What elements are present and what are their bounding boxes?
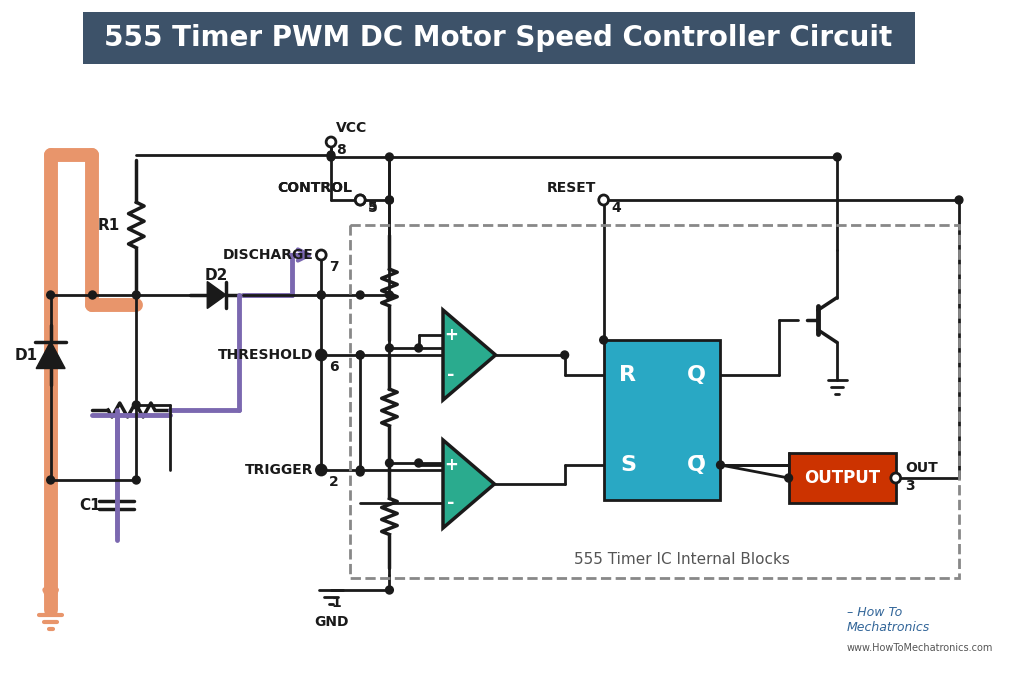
Circle shape [834, 153, 841, 161]
Polygon shape [443, 440, 495, 528]
Circle shape [955, 196, 963, 204]
Text: DISCHARGE: DISCHARGE [222, 248, 313, 262]
Text: – How To
Mechatronics: – How To Mechatronics [847, 606, 930, 634]
Text: TRIGGER: TRIGGER [245, 463, 313, 477]
Circle shape [356, 351, 365, 359]
Text: S: S [620, 455, 636, 475]
Circle shape [89, 291, 96, 299]
Text: -: - [447, 366, 455, 384]
Text: OUTPUT: OUTPUT [804, 469, 881, 487]
Text: 7: 7 [329, 260, 339, 274]
Text: CONTROL: CONTROL [278, 181, 352, 195]
Circle shape [599, 195, 608, 205]
Circle shape [600, 336, 607, 344]
Text: +: + [443, 326, 458, 344]
Text: 1: 1 [331, 596, 341, 610]
Text: OUT: OUT [905, 461, 938, 475]
Text: 4: 4 [611, 201, 622, 215]
Circle shape [327, 153, 335, 161]
Circle shape [47, 476, 54, 484]
Circle shape [327, 137, 336, 147]
Circle shape [317, 351, 326, 359]
Circle shape [386, 196, 393, 204]
Text: C1: C1 [79, 497, 100, 512]
Text: 2: 2 [329, 475, 339, 489]
Text: 5: 5 [368, 201, 378, 215]
Circle shape [327, 151, 335, 159]
Circle shape [356, 466, 365, 474]
Circle shape [317, 291, 326, 299]
Circle shape [415, 344, 423, 352]
Circle shape [132, 291, 140, 299]
Circle shape [355, 195, 366, 205]
Circle shape [415, 459, 423, 467]
FancyBboxPatch shape [83, 12, 915, 64]
Text: GND: GND [313, 615, 348, 629]
Circle shape [386, 344, 393, 352]
Circle shape [891, 473, 900, 483]
Text: R1: R1 [98, 218, 120, 233]
Text: THRESHOLD: THRESHOLD [218, 348, 313, 362]
Text: 555 Timer IC Internal Blocks: 555 Timer IC Internal Blocks [573, 553, 790, 568]
Text: R: R [620, 365, 637, 385]
Polygon shape [207, 282, 226, 309]
FancyBboxPatch shape [603, 340, 721, 500]
Circle shape [356, 468, 365, 476]
Text: www.HowToMechatronics.com: www.HowToMechatronics.com [847, 643, 993, 653]
Circle shape [317, 466, 326, 474]
Text: CONTROL: CONTROL [278, 181, 352, 195]
Circle shape [316, 465, 327, 475]
Circle shape [47, 291, 54, 299]
Text: 8: 8 [336, 143, 346, 157]
Circle shape [355, 195, 366, 205]
Polygon shape [36, 342, 66, 369]
Circle shape [561, 351, 568, 359]
Text: D2: D2 [205, 268, 227, 282]
Text: D1: D1 [14, 348, 38, 363]
Circle shape [132, 401, 140, 409]
Text: 6: 6 [329, 360, 339, 374]
Text: RESET: RESET [547, 181, 596, 195]
Circle shape [784, 474, 793, 482]
Circle shape [386, 586, 393, 594]
Circle shape [356, 291, 365, 299]
Text: 5: 5 [368, 199, 378, 213]
Circle shape [386, 153, 393, 161]
Text: -: - [447, 494, 455, 512]
Text: 555 Timer PWM DC Motor Speed Controller Circuit: 555 Timer PWM DC Motor Speed Controller … [104, 24, 893, 52]
Text: +: + [443, 456, 458, 474]
Text: Q: Q [687, 365, 706, 385]
Circle shape [316, 250, 327, 260]
Circle shape [386, 459, 393, 467]
Circle shape [386, 196, 393, 204]
Circle shape [316, 350, 327, 360]
Circle shape [317, 291, 326, 299]
Text: Q̄: Q̄ [687, 455, 706, 475]
Polygon shape [443, 310, 496, 400]
FancyBboxPatch shape [788, 453, 896, 503]
Text: VCC: VCC [336, 121, 368, 135]
Circle shape [717, 461, 724, 469]
Circle shape [386, 291, 393, 299]
Text: 3: 3 [905, 479, 915, 493]
Circle shape [356, 351, 365, 359]
Circle shape [132, 476, 140, 484]
